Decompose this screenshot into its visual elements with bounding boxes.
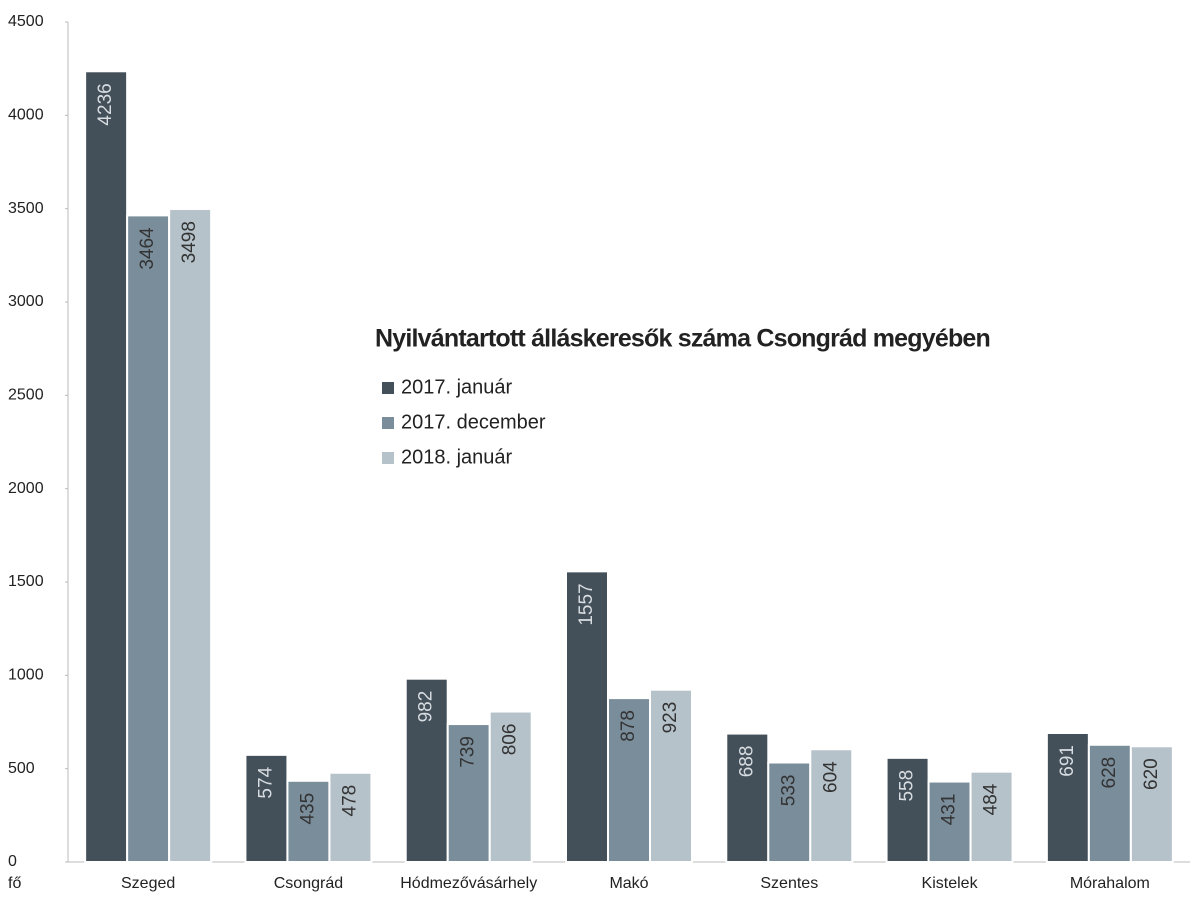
bar xyxy=(969,770,1014,863)
data-label: 558 xyxy=(897,770,918,802)
x-tick-label: Szeged xyxy=(121,875,175,892)
legend-marker xyxy=(382,452,394,464)
legend-label: 2017. január xyxy=(401,376,513,398)
data-label: 620 xyxy=(1141,758,1162,790)
bar xyxy=(286,779,331,863)
data-label: 1557 xyxy=(576,583,597,625)
y-tick-label: 1000 xyxy=(8,667,44,684)
x-tick-label: Szentes xyxy=(760,875,818,892)
legend-label: 2017. december xyxy=(401,411,546,433)
bar xyxy=(1087,743,1132,863)
bar xyxy=(885,756,930,864)
data-label: 3464 xyxy=(137,227,158,270)
legend-label: 2018. január xyxy=(401,446,513,468)
y-tick-label: 0 xyxy=(8,853,17,870)
chart-title: Nyilvántartott álláskeresők száma Csongr… xyxy=(375,325,990,353)
bar xyxy=(649,688,693,863)
data-label: 878 xyxy=(618,710,639,742)
data-label: 533 xyxy=(778,775,799,807)
x-tick-label: Makó xyxy=(609,875,648,892)
y-tick-label: 4500 xyxy=(8,13,44,30)
data-label: 604 xyxy=(820,761,841,793)
legend-marker xyxy=(382,382,394,394)
data-label: 806 xyxy=(500,724,521,756)
data-label: 923 xyxy=(660,702,681,734)
bar xyxy=(328,771,373,863)
bar xyxy=(927,780,972,864)
data-label: 4236 xyxy=(95,83,116,125)
y-axis-label: fő xyxy=(8,875,21,892)
data-label: 435 xyxy=(297,793,318,825)
data-label: 739 xyxy=(458,736,479,768)
y-tick-label: 2500 xyxy=(8,387,44,404)
x-tick-label: Mórahalom xyxy=(1070,875,1150,892)
data-label: 982 xyxy=(416,691,437,723)
data-label: 688 xyxy=(736,746,757,778)
data-label: 691 xyxy=(1057,745,1078,777)
y-tick-label: 500 xyxy=(8,760,35,777)
bar xyxy=(446,723,491,864)
bar xyxy=(1045,732,1090,863)
y-tick-label: 1500 xyxy=(8,573,44,590)
bar xyxy=(244,753,289,863)
data-label: 431 xyxy=(939,794,960,826)
x-tick-label: Kistelek xyxy=(922,875,979,892)
bar xyxy=(767,761,812,863)
bar xyxy=(84,70,129,863)
bar xyxy=(809,748,854,864)
bar xyxy=(725,732,770,863)
y-tick-label: 4000 xyxy=(8,107,44,124)
x-tick-label: Csongrád xyxy=(274,875,343,892)
bar xyxy=(126,214,171,864)
bar xyxy=(1129,745,1174,863)
bar xyxy=(488,710,533,864)
data-label: 574 xyxy=(255,766,276,798)
data-label: 628 xyxy=(1099,757,1120,789)
bar xyxy=(404,677,449,864)
data-label: 484 xyxy=(981,783,1002,815)
y-tick-label: 2000 xyxy=(8,480,44,497)
data-label: 3498 xyxy=(179,221,200,263)
x-tick-label: Hódmezővásárhely xyxy=(400,875,537,892)
legend-marker xyxy=(382,417,394,429)
y-tick-label: 3500 xyxy=(8,200,44,217)
data-label: 478 xyxy=(339,785,360,817)
y-tick-label: 3000 xyxy=(8,293,44,310)
bar xyxy=(565,570,609,863)
bar xyxy=(168,208,213,864)
